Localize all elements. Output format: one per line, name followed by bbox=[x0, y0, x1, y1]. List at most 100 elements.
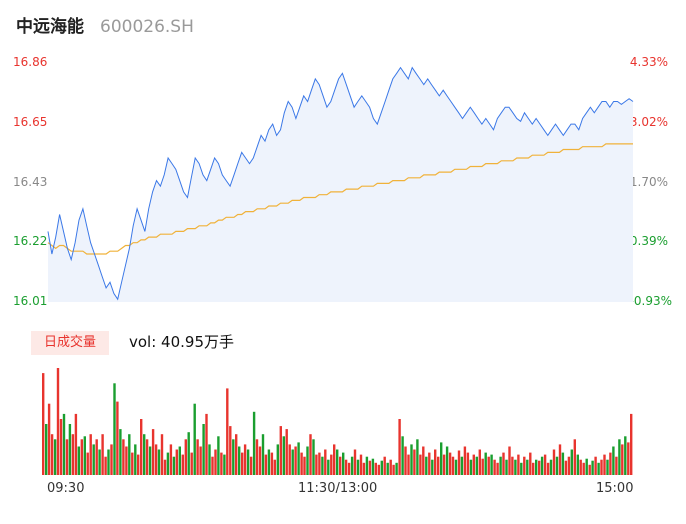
volume-bar bbox=[101, 434, 104, 475]
pct-tick-right-2: 1.70% bbox=[629, 175, 668, 189]
volume-bar bbox=[300, 452, 303, 475]
volume-bar bbox=[392, 464, 395, 475]
volume-bar bbox=[431, 459, 434, 475]
time-label-close: 15:00 bbox=[596, 481, 634, 496]
volume-bar bbox=[190, 452, 193, 475]
volume-bar bbox=[469, 459, 473, 475]
volume-bar bbox=[122, 439, 125, 475]
volume-bar bbox=[579, 459, 582, 475]
volume-bar bbox=[520, 462, 523, 475]
volume-bar bbox=[211, 456, 214, 475]
volume-bar bbox=[125, 446, 128, 475]
price-tick-left-1: 16.65 bbox=[13, 115, 48, 129]
volume-bar bbox=[276, 444, 279, 475]
volume-bar bbox=[145, 439, 149, 475]
volume-bar bbox=[511, 456, 514, 475]
volume-bar bbox=[487, 456, 490, 475]
volume-bar bbox=[591, 460, 594, 475]
volume-bar bbox=[508, 446, 511, 475]
volume-bar bbox=[309, 434, 312, 475]
volume-bar bbox=[627, 442, 630, 475]
volume-bar bbox=[243, 444, 247, 475]
volume-bar bbox=[258, 446, 262, 475]
volume-bar bbox=[535, 459, 538, 475]
volume-bar bbox=[371, 458, 375, 475]
volume-bar bbox=[618, 439, 621, 475]
volume-bar bbox=[291, 449, 294, 475]
volume-bar bbox=[89, 434, 92, 475]
volume-bar bbox=[80, 439, 83, 475]
volume-bar bbox=[543, 454, 547, 475]
volume-bar bbox=[564, 460, 568, 475]
volume-bar bbox=[603, 454, 606, 475]
volume-bar bbox=[324, 449, 327, 475]
volume-bar bbox=[166, 452, 170, 475]
volume-bar bbox=[199, 446, 202, 475]
volume-bar bbox=[374, 462, 377, 475]
volume-bar bbox=[140, 419, 143, 475]
volume-bar bbox=[270, 452, 274, 475]
time-label-open: 09:30 bbox=[47, 481, 85, 496]
volume-bar bbox=[45, 424, 48, 475]
volume-bar bbox=[475, 456, 478, 475]
volume-bar bbox=[131, 452, 134, 475]
volume-bar bbox=[119, 429, 122, 475]
volume-bar bbox=[600, 459, 603, 475]
volume-bar bbox=[597, 462, 600, 475]
pct-tick-right-4: -0.93% bbox=[629, 294, 672, 308]
price-line bbox=[47, 66, 634, 301]
pct-tick-right-1: 3.02% bbox=[629, 115, 668, 129]
pct-tick-right-3: 0.39% bbox=[629, 234, 668, 248]
volume-bar bbox=[53, 439, 57, 475]
volume-bar bbox=[558, 444, 562, 475]
volume-bar bbox=[377, 464, 380, 475]
volume-bar bbox=[148, 446, 152, 475]
volume-bar bbox=[368, 460, 372, 475]
volume-bar bbox=[353, 449, 357, 475]
volume-bar bbox=[137, 454, 140, 475]
volume-bar bbox=[172, 456, 176, 475]
volume-bar bbox=[261, 434, 265, 475]
daily-volume-tab[interactable]: 日成交量 bbox=[31, 331, 109, 355]
volume-readout: vol: 40.95万手 bbox=[129, 333, 234, 351]
volume-bar bbox=[134, 444, 137, 475]
price-tick-left-0: 16.86 bbox=[13, 55, 48, 69]
volume-bar bbox=[238, 446, 241, 475]
time-label-midday: 11:30/13:00 bbox=[298, 481, 378, 496]
volume-bar bbox=[425, 456, 428, 475]
volume-bar bbox=[526, 459, 529, 475]
volume-bar bbox=[362, 462, 366, 475]
volume-bar bbox=[442, 454, 446, 475]
volume-bar bbox=[294, 446, 297, 475]
volume-bar bbox=[282, 436, 285, 475]
volume-bar bbox=[184, 439, 187, 475]
volume-bar bbox=[552, 449, 556, 475]
volume-bar bbox=[333, 444, 336, 475]
average-price-line bbox=[47, 143, 633, 255]
volume-bar bbox=[570, 449, 573, 475]
volume-bar bbox=[62, 413, 66, 475]
volume-bar bbox=[143, 434, 146, 475]
volume-bar bbox=[110, 444, 113, 475]
volume-bar bbox=[344, 459, 348, 475]
volume-bar bbox=[107, 449, 110, 475]
volume-bar bbox=[288, 444, 291, 475]
volume-bar bbox=[546, 462, 550, 475]
volume-bar bbox=[573, 439, 576, 475]
volume-bar bbox=[437, 456, 440, 475]
volume-bar bbox=[567, 456, 571, 475]
volume-bar bbox=[264, 454, 268, 475]
volume-bar bbox=[169, 444, 173, 475]
volume-bar bbox=[160, 434, 164, 475]
volume-bar bbox=[505, 459, 508, 475]
volume-bar bbox=[181, 454, 184, 475]
volume-bar bbox=[65, 439, 69, 475]
volume-bar bbox=[621, 444, 624, 475]
volume-bar bbox=[523, 456, 526, 475]
volume-bar bbox=[454, 459, 458, 475]
volume-bar bbox=[157, 449, 161, 475]
volume-bar bbox=[327, 459, 330, 475]
volume-bar bbox=[202, 424, 205, 475]
volume-bar bbox=[466, 452, 470, 475]
volume-bar bbox=[499, 456, 502, 475]
